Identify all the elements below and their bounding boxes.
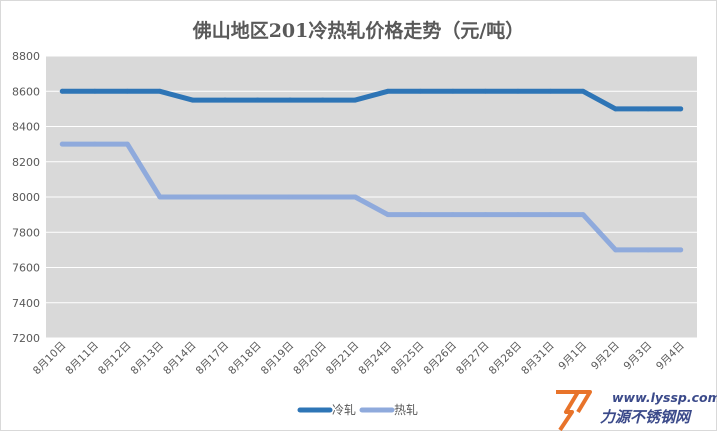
y-tick-label-6: 8400 [12, 121, 40, 134]
y-tick-label-5: 8200 [12, 156, 40, 169]
data-point-1-4 [190, 194, 195, 200]
x-tick-label-12: 8月26日 [421, 340, 459, 378]
watermark-logo-mark [556, 390, 592, 431]
x-tick-label-4: 8月14日 [161, 340, 199, 378]
data-point-0-11 [417, 88, 423, 94]
data-point-0-17 [613, 106, 619, 112]
data-point-0-13 [483, 88, 488, 94]
y-tick-label-0: 7200 [12, 332, 40, 345]
data-point-0-2 [124, 88, 130, 94]
data-point-0-12 [450, 88, 456, 94]
data-point-1-11 [417, 212, 423, 218]
x-tick-label-14: 8月28日 [487, 340, 525, 378]
x-tick-label-7: 8月19日 [259, 340, 297, 378]
y-tick-label-7: 8600 [12, 85, 40, 98]
x-tick-label-2: 8月12日 [96, 340, 134, 378]
data-point-0-7 [287, 97, 293, 103]
x-tick-label-1: 8月11日 [63, 340, 101, 378]
x-tick-label-9: 8月21日 [324, 340, 362, 378]
y-tick-label-1: 7400 [12, 297, 40, 310]
data-point-1-1 [92, 141, 98, 147]
x-tick-label-16: 9月1日 [556, 340, 589, 373]
data-point-0-10 [385, 88, 391, 94]
data-point-1-9 [352, 194, 358, 200]
data-point-0-19 [678, 106, 684, 112]
series-line-1 [59, 141, 684, 253]
data-point-1-10 [385, 212, 391, 218]
y-tick-label-3: 7800 [12, 226, 40, 239]
data-point-1-2 [124, 141, 130, 147]
x-tick-label-3: 8月13日 [129, 340, 167, 378]
watermark-url: www.lyssp.com [612, 390, 717, 405]
x-axis-ticks: 8月10日8月11日8月12日8月13日8月14日8月17日8月18日8月19日… [31, 340, 687, 378]
legend: 冷轧 热轧 [297, 403, 418, 417]
data-point-1-14 [515, 212, 521, 218]
chart-title: 佛山地区201冷热轧价格走势（元/吨） [192, 20, 525, 42]
series-lines [59, 88, 684, 253]
y-tick-label-8: 8800 [12, 50, 40, 63]
watermark: www.lyssp.com 力源不锈钢网 [556, 390, 717, 431]
data-point-1-3 [157, 194, 163, 200]
x-tick-label-6: 8月18日 [226, 340, 264, 378]
data-point-1-15 [548, 212, 553, 218]
legend-label-0: 冷轧 [332, 403, 356, 417]
data-point-1-19 [678, 247, 684, 253]
y-tick-label-2: 7600 [12, 262, 40, 275]
data-point-0-14 [515, 88, 521, 94]
x-tick-label-13: 8月27日 [454, 340, 492, 378]
data-point-1-12 [450, 212, 456, 218]
data-point-0-5 [222, 97, 228, 103]
y-axis-ticks: 7200 7400 7600 7800 8000 8200 8400 8600 8800 [12, 50, 40, 345]
data-point-0-9 [352, 97, 358, 103]
data-point-1-13 [483, 212, 488, 218]
gridlines [46, 55, 697, 339]
data-point-0-8 [320, 97, 326, 103]
x-tick-label-0: 8月10日 [31, 340, 69, 378]
x-tick-label-17: 9月2日 [589, 340, 622, 373]
data-point-1-0 [59, 141, 65, 147]
data-point-1-6 [255, 194, 260, 200]
data-point-1-18 [645, 247, 651, 253]
x-tick-label-19: 9月4日 [654, 340, 687, 373]
x-tick-label-5: 8月17日 [194, 340, 232, 378]
data-point-1-5 [222, 194, 228, 200]
x-tick-label-10: 8月24日 [356, 340, 394, 378]
legend-label-1: 热轧 [394, 403, 418, 417]
x-tick-label-8: 8月20日 [291, 340, 329, 378]
data-point-1-16 [580, 212, 586, 218]
data-point-1-7 [287, 194, 293, 200]
data-point-0-4 [190, 97, 195, 103]
data-point-0-1 [92, 88, 98, 94]
x-tick-label-15: 8月31日 [519, 340, 557, 378]
data-point-1-17 [613, 247, 619, 253]
x-tick-label-11: 8月25日 [389, 340, 427, 378]
data-point-0-18 [645, 106, 651, 112]
watermark-site-name: 力源不锈钢网 [600, 408, 693, 426]
series-line-0 [59, 88, 684, 112]
data-point-1-8 [320, 194, 326, 200]
y-tick-label-4: 8000 [12, 191, 40, 204]
data-point-0-15 [548, 88, 553, 94]
data-point-0-3 [157, 88, 163, 94]
data-point-0-6 [255, 97, 260, 103]
x-tick-label-18: 9月3日 [622, 340, 655, 373]
data-point-0-0 [59, 88, 65, 94]
data-point-0-16 [580, 88, 586, 94]
